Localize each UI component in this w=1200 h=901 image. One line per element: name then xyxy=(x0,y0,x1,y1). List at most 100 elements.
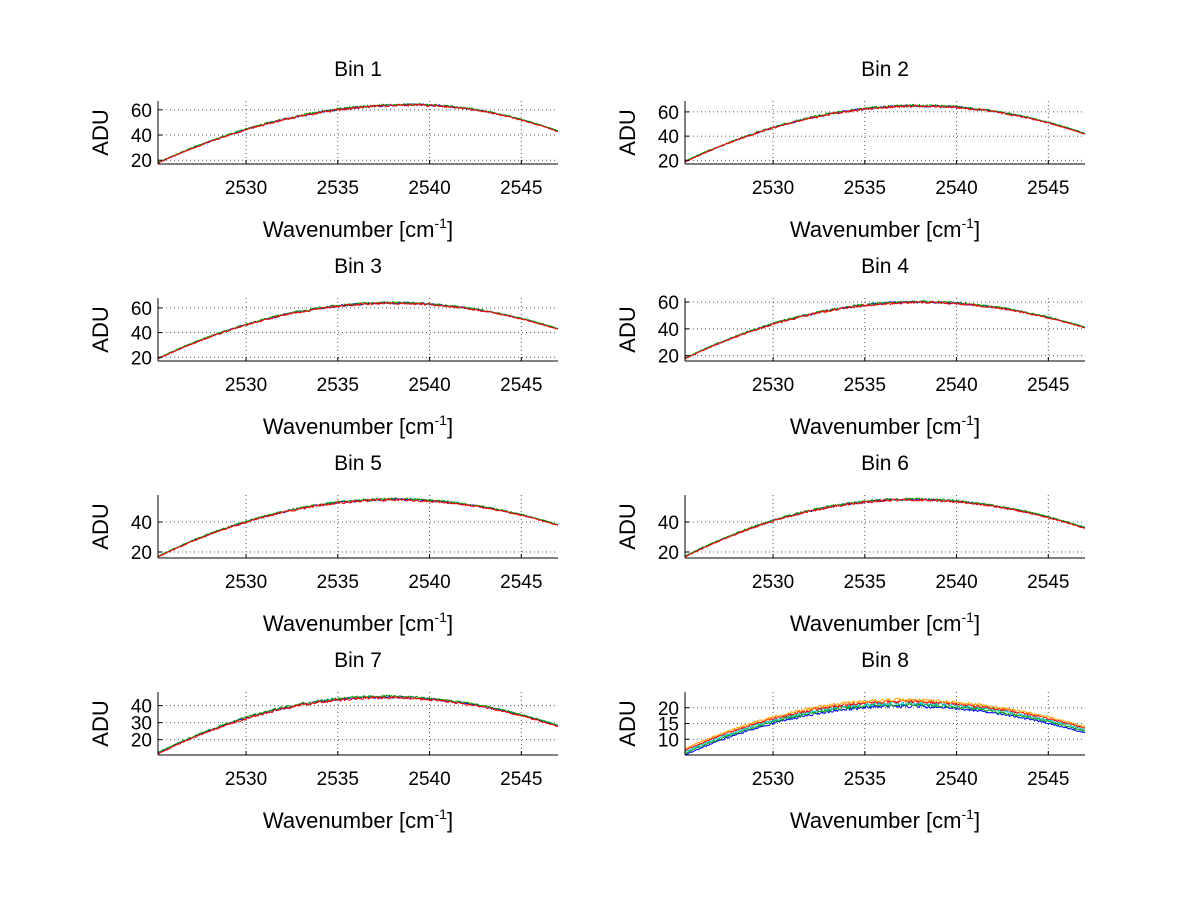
subplot-title: Bin 4 xyxy=(861,255,909,278)
x-tick-label: 2545 xyxy=(500,769,542,790)
x-axis-label-text: Wavenumber [cm xyxy=(790,808,962,833)
y-tick-label: 40 xyxy=(658,513,679,534)
x-tick-label: 2540 xyxy=(935,375,977,396)
y-tick-label: 20 xyxy=(131,151,152,172)
x-axis-label-bracket: ] xyxy=(974,611,980,636)
x-axis-label-superscript: -1 xyxy=(435,609,448,625)
y-tick-label: 60 xyxy=(131,101,152,122)
y-tick-label: 40 xyxy=(131,324,152,345)
subplot-title: Bin 2 xyxy=(861,58,909,81)
x-tick-label: 2540 xyxy=(408,178,450,199)
x-tick-label: 2545 xyxy=(1027,375,1069,396)
y-tick-label: 20 xyxy=(131,731,152,752)
y-axis-label: ADU xyxy=(88,109,113,155)
x-tick-label: 2535 xyxy=(317,572,359,593)
series-line-3 xyxy=(157,696,559,755)
x-tick-label: 2535 xyxy=(317,375,359,396)
subplot-bin-5: Bin 5 2530 2535 2540 2545 20 40 Wavenumber [cm-… xyxy=(88,452,559,636)
x-axis-label-text: Wavenumber [cm xyxy=(263,414,435,439)
y-axis-label: ADU xyxy=(88,503,113,549)
x-axis-label-bracket: ] xyxy=(974,217,980,242)
x-axis-label-bracket: ] xyxy=(447,808,453,833)
x-tick-label: 2535 xyxy=(844,178,886,199)
y-axis-label: ADU xyxy=(88,306,113,352)
x-tick-label: 2530 xyxy=(225,178,267,199)
x-tick-label: 2535 xyxy=(317,178,359,199)
subplot-title: Bin 1 xyxy=(334,58,382,81)
x-axis-label-text: Wavenumber [cm xyxy=(790,611,962,636)
x-tick-label: 2535 xyxy=(844,769,886,790)
subplot-title: Bin 7 xyxy=(334,649,382,672)
x-tick-label: 2540 xyxy=(408,769,450,790)
x-axis-label-bracket: ] xyxy=(974,808,980,833)
y-tick-label: 20 xyxy=(658,543,679,564)
x-tick-label: 2540 xyxy=(935,572,977,593)
x-tick-label: 2530 xyxy=(225,769,267,790)
x-tick-label: 2530 xyxy=(752,572,794,593)
x-axis-label-text: Wavenumber [cm xyxy=(263,808,435,833)
subplot-title: Bin 3 xyxy=(334,255,382,278)
x-axis-label-bracket: ] xyxy=(447,414,453,439)
x-axis-label-superscript: -1 xyxy=(962,609,975,625)
y-tick-label: 20 xyxy=(131,543,152,564)
x-tick-label: 2545 xyxy=(1027,769,1069,790)
x-tick-label: 2530 xyxy=(752,178,794,199)
x-axis-label: Wavenumber [cm-1] xyxy=(790,806,980,833)
x-axis-label: Wavenumber [cm-1] xyxy=(263,412,453,439)
series-line-3 xyxy=(684,301,1086,360)
x-axis-label-text: Wavenumber [cm xyxy=(790,414,962,439)
subplot-bin-1: Bin 1 2530 2535 2540 2545 20 40 60 Wavenumber [c… xyxy=(88,58,559,242)
y-tick-label: 40 xyxy=(131,513,152,534)
subplot-bin-4: Bin 4 2530 2535 2540 2545 20 40 60 Wavenumber [c… xyxy=(615,255,1086,439)
y-tick-label: 20 xyxy=(131,348,152,369)
x-tick-label: 2545 xyxy=(1027,178,1069,199)
x-tick-label: 2540 xyxy=(935,769,977,790)
subplot-bin-2: Bin 2 2530 2535 2540 2545 20 40 60 Wavenumber [c… xyxy=(615,58,1086,242)
y-tick-label: 60 xyxy=(658,103,679,124)
x-axis-label-bracket: ] xyxy=(447,217,453,242)
y-tick-label: 10 xyxy=(658,730,679,751)
y-tick-label: 20 xyxy=(658,151,679,172)
subplot-title: Bin 5 xyxy=(334,452,382,475)
series-line-3 xyxy=(157,301,559,360)
x-axis-label-text: Wavenumber [cm xyxy=(790,217,962,242)
y-axis-label: ADU xyxy=(615,306,640,352)
subplot-title: Bin 8 xyxy=(861,649,909,672)
x-tick-label: 2530 xyxy=(752,769,794,790)
subplot-bin-3: Bin 3 2530 2535 2540 2545 20 40 60 Wavenumber [c… xyxy=(88,255,559,439)
y-tick-label: 60 xyxy=(658,293,679,314)
x-axis-label-superscript: -1 xyxy=(962,215,975,231)
series-line-3 xyxy=(158,103,559,164)
x-tick-label: 2535 xyxy=(844,572,886,593)
x-tick-label: 2545 xyxy=(1027,572,1069,593)
x-axis-label-superscript: -1 xyxy=(962,412,975,428)
x-tick-label: 2530 xyxy=(752,375,794,396)
x-axis-label: Wavenumber [cm-1] xyxy=(790,609,980,636)
x-tick-label: 2535 xyxy=(844,375,886,396)
x-axis-label-text: Wavenumber [cm xyxy=(263,217,435,242)
x-tick-label: 2540 xyxy=(408,572,450,593)
y-tick-label: 15 xyxy=(658,715,679,736)
y-tick-label: 20 xyxy=(658,347,679,368)
subplot-title: Bin 6 xyxy=(861,452,909,475)
series-line-3 xyxy=(684,104,1086,163)
x-tick-label: 2545 xyxy=(500,572,542,593)
subplot-bin-6: Bin 6 2530 2535 2540 2545 20 40 Wavenumber [cm-… xyxy=(615,452,1086,636)
y-tick-label: 40 xyxy=(658,127,679,148)
series-line-3 xyxy=(157,498,559,558)
x-axis-label-bracket: ] xyxy=(447,611,453,636)
x-axis-label-text: Wavenumber [cm xyxy=(263,611,435,636)
x-tick-label: 2535 xyxy=(317,769,359,790)
x-tick-label: 2545 xyxy=(500,178,542,199)
y-axis-label: ADU xyxy=(615,700,640,746)
x-tick-label: 2540 xyxy=(408,375,450,396)
x-axis-label-superscript: -1 xyxy=(435,806,448,822)
x-axis-label-superscript: -1 xyxy=(435,215,448,231)
x-axis-label: Wavenumber [cm-1] xyxy=(263,215,453,242)
y-tick-label: 40 xyxy=(131,126,152,147)
series-line-3 xyxy=(684,498,1086,558)
